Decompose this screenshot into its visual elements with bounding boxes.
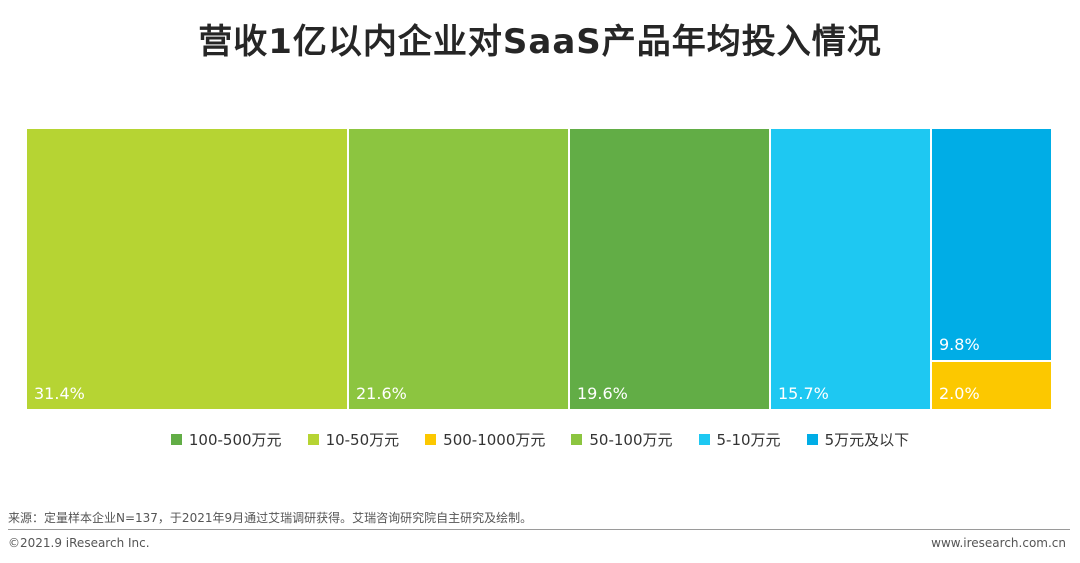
legend-swatch: [425, 434, 437, 445]
chart-segment: 2.0%: [932, 362, 1053, 409]
segment-value-label: 2.0%: [939, 384, 980, 403]
footer-divider: [8, 529, 1070, 530]
legend-label: 100-500万元: [188, 431, 282, 449]
mosaic-chart: 31.4% 21.6% 19.6% 15.7% 9.8% 2.0%: [27, 129, 1053, 409]
chart-segment: 15.7%: [771, 129, 932, 409]
legend-swatch: [307, 434, 319, 445]
legend-item: 10-50万元: [307, 429, 400, 450]
chart-legend: 100-500万元 10-50万元 500-1000万元 50-100万元 5-10万元…: [0, 429, 1080, 450]
legend-item: 50-100万元: [571, 429, 673, 450]
legend-label: 10-50万元: [325, 431, 400, 449]
legend-item: 5万元及以下: [806, 429, 910, 450]
segment-value-label: 21.6%: [356, 384, 407, 403]
legend-swatch: [806, 434, 818, 445]
segment-value-label: 31.4%: [34, 384, 85, 403]
legend-label: 5万元及以下: [824, 431, 910, 449]
segment-value-label: 9.8%: [939, 335, 980, 354]
legend-label: 500-1000万元: [443, 431, 546, 449]
copyright-text: ©2021.9 iResearch Inc.: [8, 536, 150, 550]
legend-label: 50-100万元: [589, 431, 673, 449]
segment-value-label: 15.7%: [778, 384, 829, 403]
source-note: 来源：定量样本企业N=137，于2021年9月通过艾瑞调研获得。艾瑞咨询研究院自…: [8, 511, 533, 525]
legend-swatch: [571, 434, 583, 445]
legend-item: 5-10万元: [698, 429, 781, 450]
website-url: www.iresearch.com.cn: [931, 536, 1066, 550]
segment-value-label: 19.6%: [577, 384, 628, 403]
chart-segment: 21.6%: [349, 129, 570, 409]
legend-swatch: [170, 434, 182, 445]
chart-segment: 19.6%: [570, 129, 771, 409]
legend-item: 500-1000万元: [425, 429, 545, 450]
chart-title: 营收1亿以内企业对SaaS产品年均投入情况: [198, 22, 882, 62]
legend-label: 5-10万元: [716, 431, 781, 449]
legend-item: 100-500万元: [170, 429, 282, 450]
legend-swatch: [698, 434, 710, 445]
chart-segment: 9.8%: [932, 129, 1053, 362]
chart-segment: 31.4%: [27, 129, 349, 409]
